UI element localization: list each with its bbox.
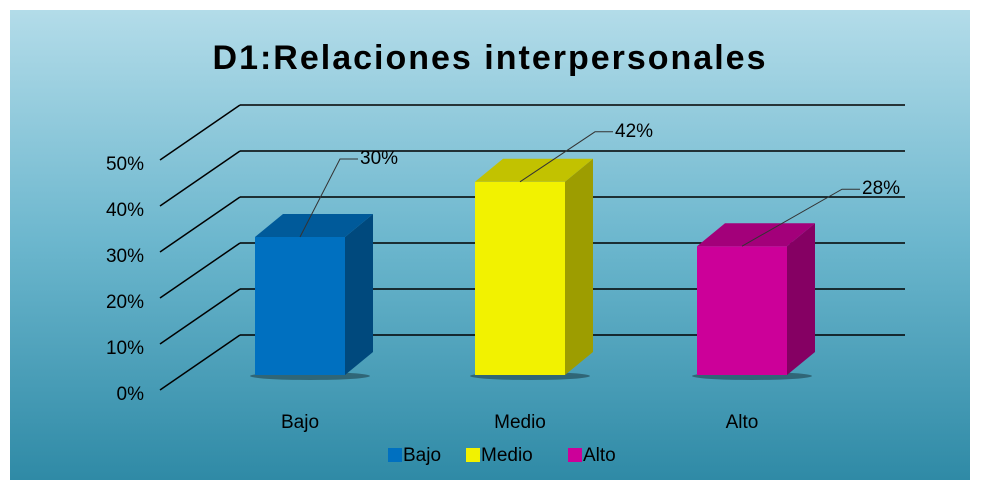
bar-top <box>697 223 815 247</box>
data-label: 42% <box>615 121 653 142</box>
chart-title: D1:Relaciones interpersonales <box>213 39 768 77</box>
bar-top <box>255 214 373 237</box>
legend-swatch <box>568 448 582 462</box>
bar <box>475 181 565 375</box>
grid-line-side <box>159 196 241 253</box>
y-tick-label: 20% <box>106 292 144 313</box>
bar-side <box>345 214 373 375</box>
leader-line <box>519 131 613 183</box>
bar-top <box>475 158 593 182</box>
y-tick-label: 30% <box>106 246 144 267</box>
grid-line-side <box>159 334 241 391</box>
legend-swatch <box>466 448 480 462</box>
grid-line-side <box>159 104 241 161</box>
y-tick-label: 0% <box>117 384 145 405</box>
bar <box>255 237 345 375</box>
leader-line <box>299 158 358 238</box>
y-tick-label: 40% <box>106 200 144 221</box>
grid-line-side <box>159 150 241 207</box>
legend-swatch <box>388 448 402 462</box>
bar <box>697 246 787 375</box>
legend-label: Bajo <box>403 445 441 466</box>
y-tick-label: 10% <box>106 338 144 359</box>
grid-line-side <box>159 242 241 299</box>
bar-side <box>787 223 815 375</box>
legend-label: Medio <box>481 445 533 466</box>
x-tick-label: Medio <box>494 412 546 433</box>
bar-side <box>565 158 593 375</box>
legend-label: Alto <box>583 445 616 466</box>
data-label: 30% <box>360 148 398 169</box>
grid-line-side <box>159 288 241 345</box>
x-tick-label: Alto <box>726 412 759 433</box>
y-tick-label: 50% <box>106 154 144 175</box>
x-tick-label: Bajo <box>281 412 319 433</box>
data-label: 28% <box>862 178 900 199</box>
leader-line <box>741 188 860 247</box>
